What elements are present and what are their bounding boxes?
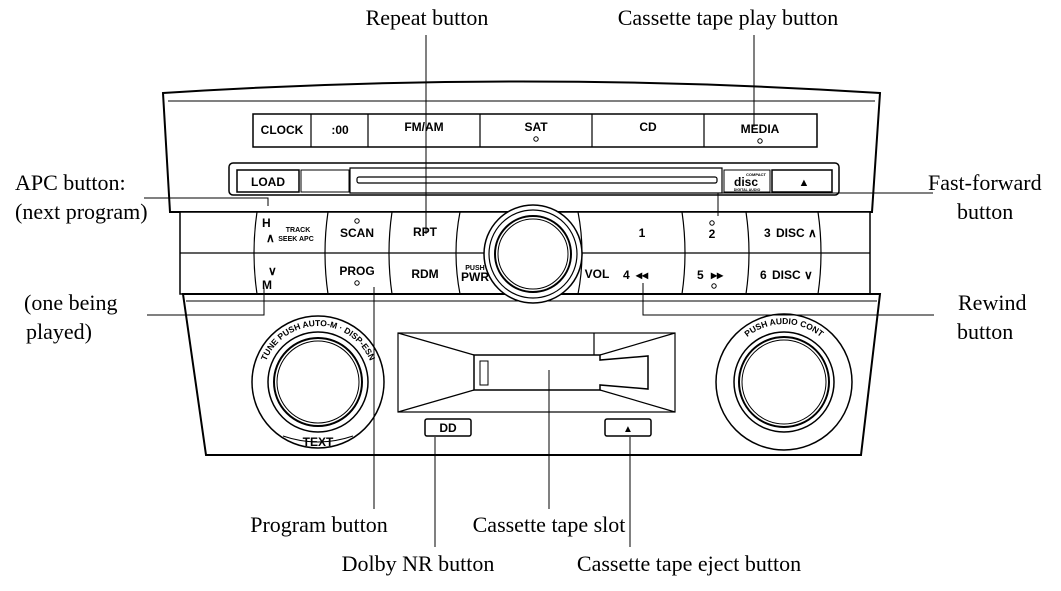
media-button-label: MEDIA [741, 122, 780, 136]
callout-cassette-slot: Cassette tape slot [473, 512, 626, 537]
push-label: PUSH [465, 265, 484, 272]
rewind-icon: ◂◂ [635, 268, 649, 282]
text-arc [282, 435, 354, 443]
cd-button[interactable]: CD [639, 120, 657, 134]
preset-5-indicator [711, 283, 717, 289]
media-button[interactable]: MEDIA [741, 122, 780, 144]
m-label: M [262, 278, 272, 292]
callout-one-playing-2: played) [26, 319, 92, 344]
preset-2-label: 2 [709, 227, 716, 241]
rpt-button[interactable]: RPT [413, 225, 438, 239]
zero-minute-button[interactable]: :00 [331, 123, 349, 137]
preset-1-label: 1 [639, 226, 646, 240]
callout-labels: Repeat button Cassette tape play button … [15, 5, 1042, 576]
callout-program: Program button [250, 512, 388, 537]
prog-button-label: PROG [339, 264, 374, 278]
preset-4-rewind-button[interactable]: 4 ◂◂ [623, 268, 649, 282]
sat-button[interactable]: SAT [524, 120, 548, 142]
disc-up-label: DISC ∧ [776, 226, 817, 240]
power-push-label: PUSH PWR [461, 265, 489, 284]
disc-logo-bottom: DIGITAL AUDIO [734, 188, 761, 192]
callout-repeat: Repeat button [366, 5, 489, 30]
preset-2-indicator [709, 220, 715, 226]
cd-eject-icon: ▲ [799, 177, 810, 189]
preset-4-label: 4 [623, 268, 630, 282]
disc-logo-main: disc [734, 175, 758, 189]
preset-6-label: 6 [760, 268, 767, 282]
cd-eject-button[interactable]: ▲ [771, 169, 833, 193]
sat-indicator [533, 136, 539, 142]
fm-am-button[interactable]: FM/AM [404, 120, 443, 134]
scan-button[interactable]: SCAN [340, 218, 374, 240]
prog-button[interactable]: PROG [339, 264, 375, 286]
rpt-button-label: RPT [413, 225, 438, 239]
preset-5-fast-forward-button[interactable]: 5 ▸▸ [697, 268, 724, 289]
preset-3-label: 3 [764, 226, 771, 240]
callout-fast-forward-2: button [957, 199, 1013, 224]
track-seek-up-button[interactable]: H ∧ TRACK SEEK APC [262, 216, 314, 245]
fast-forward-icon: ▸▸ [710, 268, 724, 282]
callout-one-playing-1: (one being [24, 290, 117, 315]
leader-lines [144, 35, 934, 547]
callout-cassette-play: Cassette tape play button [618, 5, 839, 30]
pwr-label: PWR [461, 270, 489, 284]
up-arrow-icon: ∧ [266, 231, 275, 245]
cd-button-label: CD [639, 120, 657, 134]
track-label: TRACK [286, 227, 311, 234]
load-button[interactable]: LOAD [236, 169, 300, 193]
text-label: TEXT [303, 435, 334, 449]
preset-6-disc-down-button[interactable]: 6 DISC ∨ [760, 268, 813, 282]
cassette-eject-button[interactable]: ▲ [604, 418, 652, 437]
cd-blank-panel [300, 169, 350, 193]
callout-rewind-1: Rewind [958, 290, 1026, 315]
cd-slot-opening [356, 176, 718, 184]
rdm-button[interactable]: RDM [411, 267, 438, 281]
callout-rewind-2: button [957, 319, 1013, 344]
preset-1-button[interactable]: 1 [639, 226, 646, 240]
disc-down-label: DISC ∨ [772, 268, 813, 282]
load-button-label: LOAD [251, 175, 285, 189]
dolby-icon: DD [439, 421, 457, 435]
prog-indicator [354, 280, 360, 286]
media-indicator [757, 138, 763, 144]
track-seek-down-button[interactable]: ∨ M [262, 264, 277, 292]
fm-am-button-label: FM/AM [404, 120, 443, 134]
clock-button[interactable]: CLOCK [261, 123, 304, 137]
cassette-slot[interactable] [473, 354, 649, 391]
down-arrow-icon: ∨ [268, 264, 277, 278]
zero-minute-button-label: :00 [331, 123, 349, 137]
cassette-eject-icon: ▲ [623, 424, 633, 435]
audio-control-knob[interactable]: PUSH AUDIO CONT [715, 313, 853, 451]
tune-knob[interactable]: TUNE PUSH AUTO-M · DISP-ESN TEXT [251, 315, 385, 449]
seek-apc-label: SEEK APC [278, 236, 314, 243]
callout-dolby: Dolby NR button [342, 551, 495, 576]
callout-apc-1: APC button: [15, 170, 126, 195]
h-label: H [262, 216, 271, 230]
vol-label: VOL [585, 267, 610, 281]
sat-button-label: SAT [524, 120, 548, 134]
power-volume-knob[interactable] [483, 204, 583, 304]
preset-5-label: 5 [697, 268, 704, 282]
scan-button-label: SCAN [340, 226, 374, 240]
callout-apc-2: (next program) [15, 199, 148, 224]
dolby-nr-button[interactable]: DD [424, 418, 472, 437]
vol-label-group: VOL [585, 267, 610, 281]
cassette-slot-flap [479, 360, 489, 386]
disc-logo-top: COMPACT [746, 172, 766, 177]
callout-fast-forward-1: Fast-forward [928, 170, 1042, 195]
scan-indicator [354, 218, 360, 224]
clock-button-label: CLOCK [261, 123, 304, 137]
compact-disc-logo: COMPACT disc DIGITAL AUDIO [723, 169, 771, 193]
preset-2-button[interactable]: 2 [709, 220, 716, 241]
callout-cassette-eject: Cassette tape eject button [577, 551, 801, 576]
preset-3-disc-up-button[interactable]: 3 DISC ∧ [764, 226, 817, 240]
rdm-button-label: RDM [411, 267, 438, 281]
